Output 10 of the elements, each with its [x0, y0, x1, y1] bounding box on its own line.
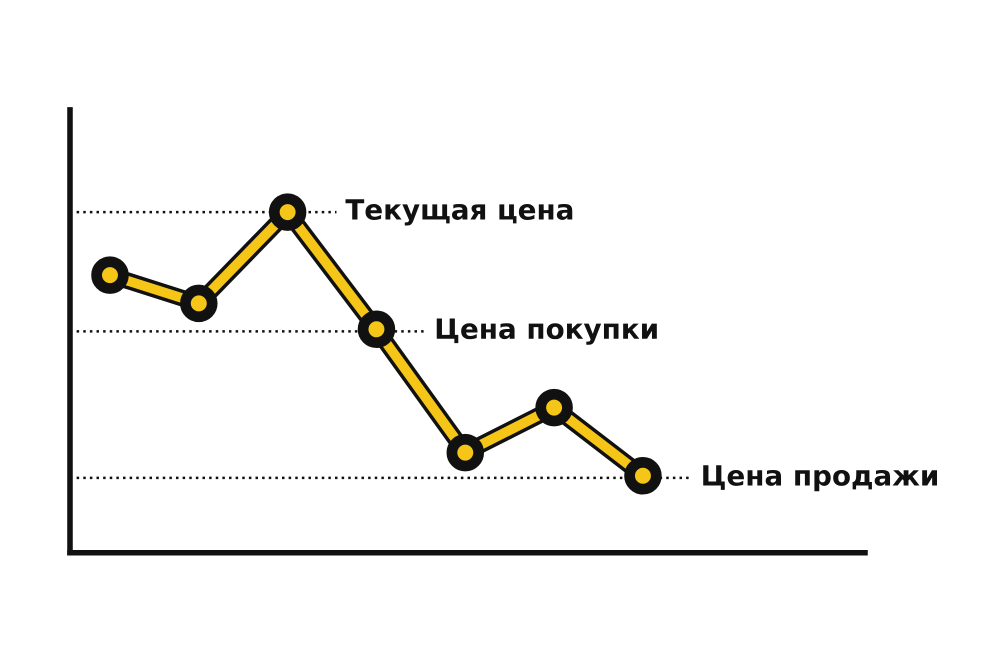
point — [535, 388, 573, 426]
point — [268, 193, 306, 231]
point — [180, 284, 218, 322]
point — [446, 434, 484, 472]
point — [624, 457, 662, 495]
ref-line-label: Цена покупки — [436, 318, 657, 345]
point — [358, 310, 396, 348]
point — [91, 256, 129, 294]
ref-line-label: Текущая цена — [346, 199, 572, 226]
ref-line-label: Цена продажи — [703, 465, 937, 492]
